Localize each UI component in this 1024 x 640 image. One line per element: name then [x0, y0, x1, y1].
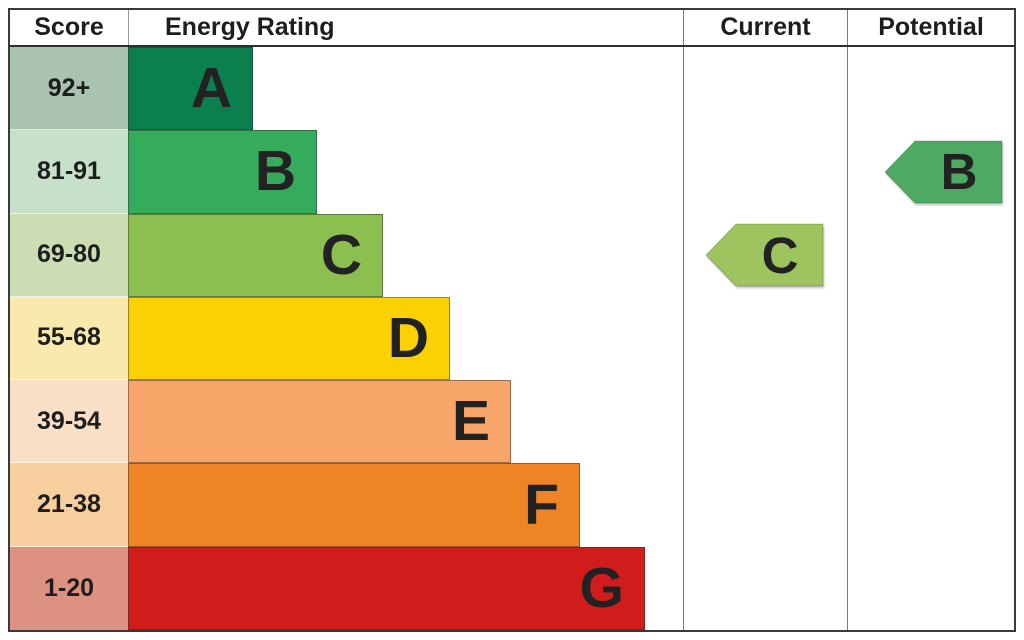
score-cell-e: 39-54 — [10, 380, 128, 464]
potential-cell — [847, 296, 1014, 381]
rating-cell-e: E — [128, 380, 683, 464]
bands-body: 92+ A 81-91 B — [10, 47, 1014, 630]
band-row-d: 55-68 D — [10, 296, 1014, 381]
rating-cell-b: B — [128, 130, 683, 214]
rating-cell-g: G — [128, 546, 683, 630]
band-row-c: 69-80 C C — [10, 213, 1014, 297]
energy-bar-f: F — [128, 463, 580, 547]
score-label: 92+ — [47, 73, 91, 102]
score-label: 69-80 — [37, 240, 101, 269]
rating-cell-d: D — [128, 296, 683, 381]
score-cell-a: 92+ — [10, 47, 128, 131]
grade-letter: G — [579, 555, 624, 620]
current-cell — [683, 546, 847, 630]
band-row-f: 21-38 F — [10, 463, 1014, 547]
score-label: 21-38 — [37, 490, 101, 519]
score-label: 39-54 — [37, 406, 101, 435]
potential-rating-arrow: B — [885, 140, 1003, 204]
current-cell — [683, 47, 847, 131]
current-cell — [683, 380, 847, 464]
current-cell — [683, 296, 847, 381]
current-cell: C — [683, 213, 847, 297]
score-label: 55-68 — [37, 323, 101, 352]
potential-rating-letter: B — [940, 143, 978, 201]
score-cell-c: 69-80 — [10, 213, 128, 297]
current-rating-arrow: C — [706, 223, 824, 287]
header-potential: Potential — [847, 10, 1014, 45]
rating-cell-c: C — [128, 213, 683, 297]
band-row-g: 1-20 G — [10, 546, 1014, 630]
current-cell — [683, 463, 847, 547]
grade-letter: E — [451, 389, 490, 454]
header-current: Current — [683, 10, 847, 45]
rating-cell-f: F — [128, 463, 683, 547]
grade-letter: C — [320, 222, 362, 287]
band-row-e: 39-54 E — [10, 380, 1014, 464]
energy-bar-d: D — [128, 296, 450, 381]
grade-letter: D — [387, 305, 429, 370]
potential-cell — [847, 47, 1014, 131]
band-row-b: 81-91 B B — [10, 130, 1014, 214]
grade-letter: F — [524, 472, 559, 537]
potential-cell: B — [847, 130, 1014, 214]
energy-bar-c: C — [128, 213, 383, 297]
score-cell-g: 1-20 — [10, 546, 128, 630]
header-row: Score Energy Rating Current Potential — [10, 10, 1014, 47]
rating-table: Score Energy Rating Current Potential 92… — [8, 8, 1016, 632]
energy-bar-b: B — [128, 130, 317, 214]
energy-bar-e: E — [128, 380, 511, 464]
current-cell — [683, 130, 847, 214]
potential-cell — [847, 213, 1014, 297]
header-score: Score — [34, 13, 104, 41]
potential-cell — [847, 546, 1014, 630]
potential-cell — [847, 380, 1014, 464]
grade-letter: B — [254, 139, 296, 204]
score-label: 1-20 — [43, 573, 95, 602]
score-cell-b: 81-91 — [10, 130, 128, 214]
grade-letter: A — [190, 56, 232, 121]
energy-bar-a: A — [128, 47, 253, 131]
header-energy-rating: Energy Rating — [128, 10, 683, 45]
score-label: 81-91 — [37, 156, 101, 185]
score-cell-d: 55-68 — [10, 296, 128, 381]
left-arrow-icon — [885, 140, 1003, 204]
current-rating-letter: C — [761, 226, 799, 284]
band-row-a: 92+ A — [10, 47, 1014, 131]
score-cell-f: 21-38 — [10, 463, 128, 547]
potential-cell — [847, 463, 1014, 547]
rating-cell-a: A — [128, 47, 683, 131]
energy-bar-g: G — [128, 546, 645, 630]
left-arrow-icon — [706, 223, 824, 287]
